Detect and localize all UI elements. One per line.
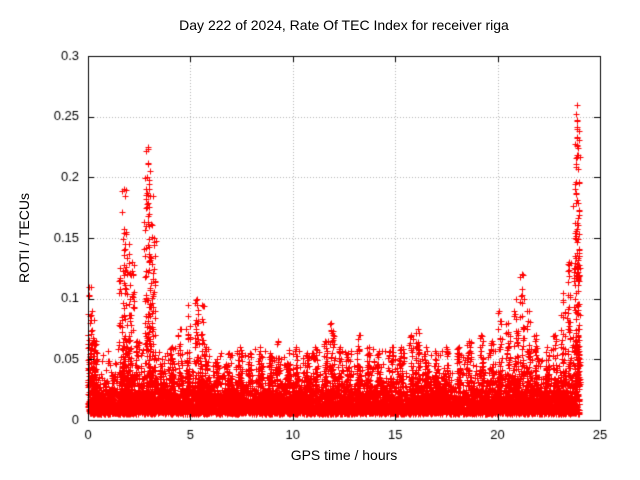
y-axis-label: ROTI / TECUs <box>16 193 32 283</box>
x-axis-label: GPS time / hours <box>290 447 398 463</box>
chart-title: Day 222 of 2024, Rate Of TEC Index for r… <box>179 17 509 33</box>
